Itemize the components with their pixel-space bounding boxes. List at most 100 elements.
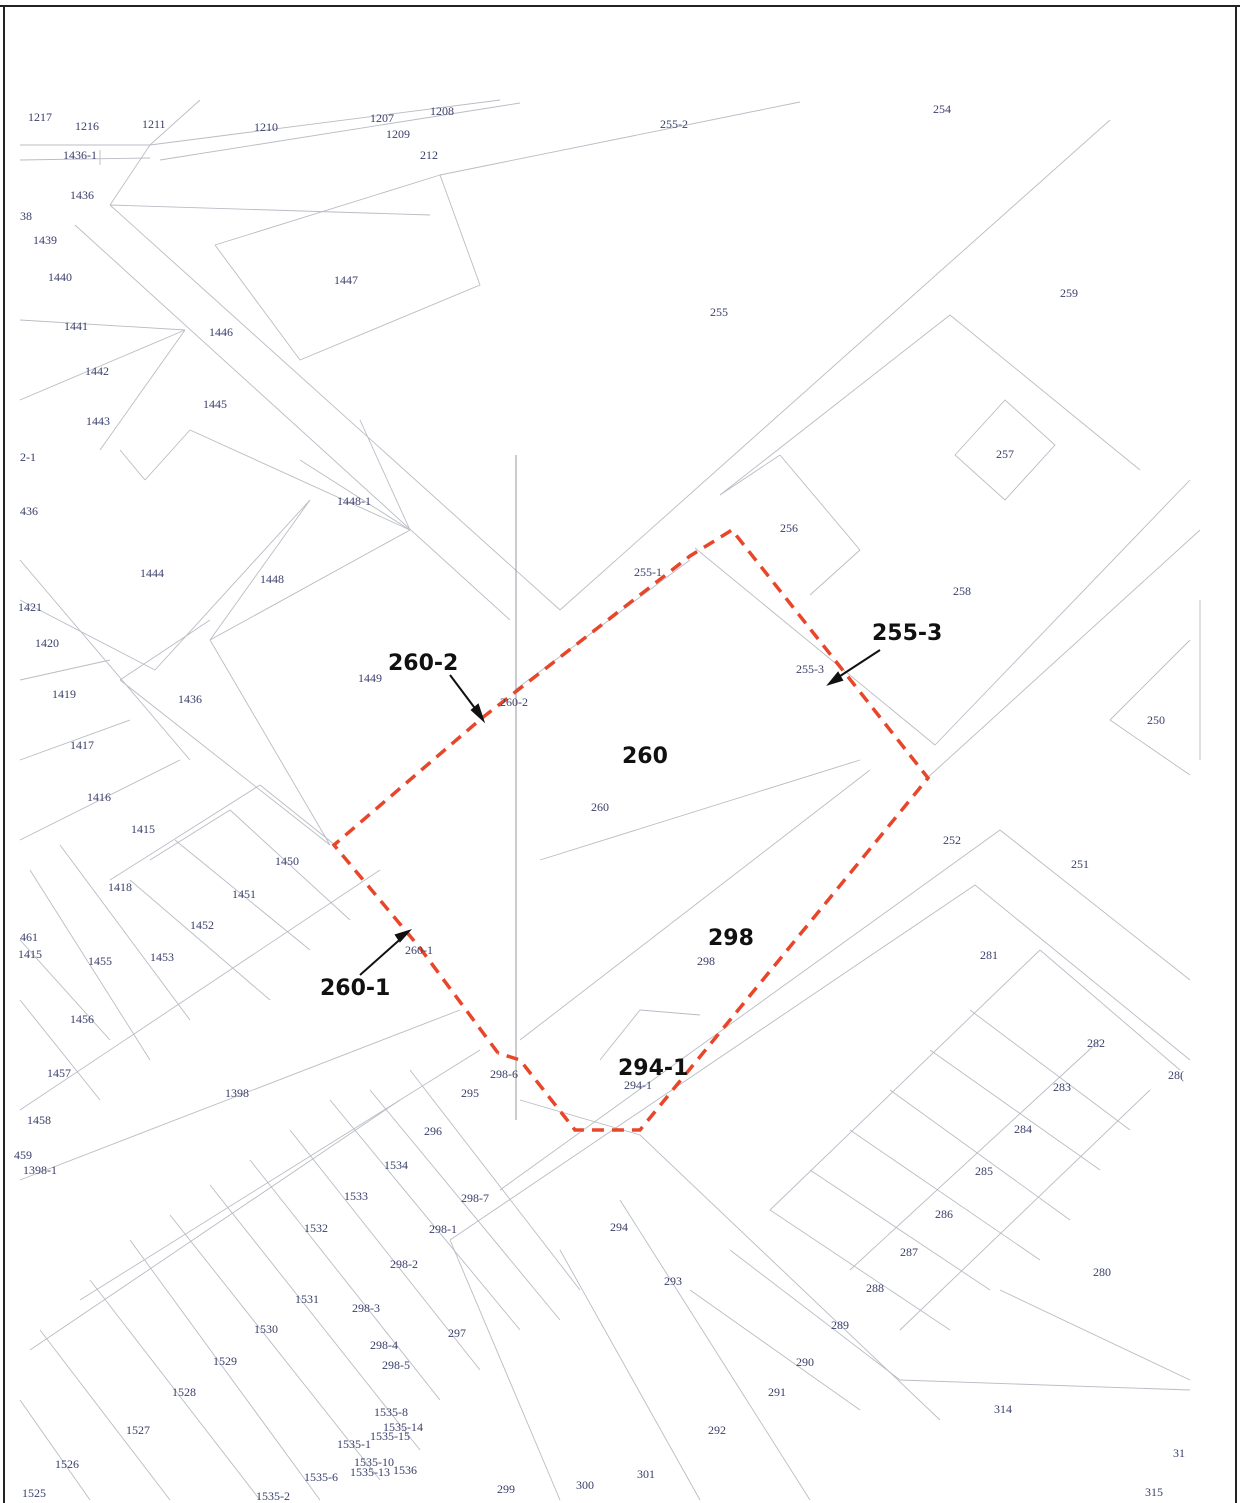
parcel-label: 254 — [933, 102, 951, 116]
parcel-label: 296 — [424, 1124, 442, 1138]
parcel-label: 284 — [1014, 1122, 1032, 1136]
parcel-label: 1535-1 — [337, 1437, 371, 1451]
parcel-label: 1527 — [126, 1423, 150, 1437]
parcel-label: 1416 — [87, 790, 111, 804]
callout-arrows — [359, 649, 881, 976]
parcel-label: 260 — [591, 800, 609, 814]
parcel-label: 31 — [1173, 1446, 1185, 1460]
parcel-label: 1211 — [142, 117, 166, 131]
parcel-label: 461 — [20, 930, 38, 944]
parcel-label: 281 — [980, 948, 998, 962]
parcel-label: 1449 — [358, 671, 382, 685]
parcel-label: 282 — [1087, 1036, 1105, 1050]
parcel-label: 1448-1 — [337, 494, 371, 508]
callout-260: 260 — [622, 744, 668, 769]
callout-260-2: 260-2 — [388, 651, 458, 676]
parcel-label: 301 — [637, 1467, 655, 1481]
callout-260-1: 260-1 — [320, 976, 390, 1001]
parcel-label: 291 — [768, 1385, 786, 1399]
parcel-label: 1398 — [225, 1086, 249, 1100]
parcel-label: 1207 — [370, 111, 394, 125]
parcel-label: 280 — [1093, 1265, 1111, 1279]
parcel-label: 1529 — [213, 1354, 237, 1368]
parcel-label: 288 — [866, 1281, 884, 1295]
parcel-label: 259 — [1060, 286, 1078, 300]
parcel-label: 300 — [576, 1478, 594, 1492]
parcel-label: 298-2 — [390, 1257, 418, 1271]
parcel-label: 287 — [900, 1245, 918, 1259]
parcel-label: 212 — [420, 148, 438, 162]
parcel-label: 294 — [610, 1220, 628, 1234]
parcel-label: 1535-13 — [350, 1465, 390, 1479]
parcel-label: 1457 — [47, 1066, 71, 1080]
parcel-label: 1446 — [209, 325, 233, 339]
parcel-label: 1445 — [203, 397, 227, 411]
parcel-label: 283 — [1053, 1080, 1071, 1094]
parcel-label: 1535-2 — [256, 1489, 290, 1503]
parcel-label: 255-2 — [660, 117, 688, 131]
parcel-label: 255-3 — [796, 662, 824, 676]
parcel-label: 315 — [1145, 1485, 1163, 1499]
parcel-label: 294-1 — [624, 1078, 652, 1092]
parcel-label: 1451 — [232, 887, 256, 901]
map-frame-border — [0, 5, 1240, 1503]
parcel-label: 1455 — [88, 954, 112, 968]
parcel-label: 1436-1 — [63, 148, 97, 162]
parcel-label: 256 — [780, 521, 798, 535]
parcel-label: 1436 — [70, 188, 94, 202]
parcel-label: 299 — [497, 1482, 515, 1496]
parcel-label: 297 — [448, 1326, 466, 1340]
callout-labels: 260 260-2 255-3 260-1 298 294-1 — [320, 621, 942, 1081]
callout-294-1: 294-1 — [618, 1056, 688, 1081]
parcel-label: 1535-14 — [383, 1420, 423, 1434]
parcel-label: 290 — [796, 1355, 814, 1369]
parcel-label: 38 — [20, 209, 32, 223]
parcel-label: 298-7 — [461, 1191, 489, 1205]
parcel-label: 1535-15 — [370, 1429, 410, 1443]
parcel-label: 251 — [1071, 857, 1089, 871]
parcel-label: 314 — [994, 1402, 1012, 1416]
parcel-label: 1440 — [48, 270, 72, 284]
parcel-label: 292 — [708, 1423, 726, 1437]
parcel-label: 1444 — [140, 566, 164, 580]
parcel-label: 1535-6 — [304, 1470, 338, 1484]
parcel-label: 2-1 — [20, 450, 36, 464]
parcel-label: 1525 — [22, 1486, 46, 1500]
parcel-label: 28( — [1168, 1068, 1184, 1082]
parcel-label: 1443 — [86, 414, 110, 428]
parcel-label: 250 — [1147, 713, 1165, 727]
parcel-label: 1458 — [27, 1113, 51, 1127]
parcel-label: 1217 — [28, 110, 52, 124]
parcel-label: 1398-1 — [23, 1163, 57, 1177]
parcel-label: 1453 — [150, 950, 174, 964]
callout-255-3: 255-3 — [872, 621, 942, 646]
parcel-label: 293 — [664, 1274, 682, 1288]
parcel-label: 1526 — [55, 1457, 79, 1471]
parcel-label: 459 — [14, 1148, 32, 1162]
parcel-label: 298-4 — [370, 1338, 398, 1352]
parcel-label: 1528 — [172, 1385, 196, 1399]
parcel-label: 1441 — [64, 319, 88, 333]
parcel-label: 289 — [831, 1318, 849, 1332]
parcel-label: 1415 — [18, 947, 42, 961]
parcel-label: 1442 — [85, 364, 109, 378]
parcel-label: 1208 — [430, 104, 454, 118]
parcel-label: 295 — [461, 1086, 479, 1100]
parcel-label: 260-1 — [405, 943, 433, 957]
parcel-label: 252 — [943, 833, 961, 847]
parcel-label: 257 — [996, 447, 1014, 461]
parcel-lines — [19, 99, 1201, 1501]
parcel-label: 298-1 — [429, 1222, 457, 1236]
callout-298: 298 — [708, 926, 754, 951]
parcel-label: 1418 — [108, 880, 132, 894]
parcel-label: 1533 — [344, 1189, 368, 1203]
parcel-label: 436 — [20, 504, 38, 518]
parcel-label: 1535-8 — [374, 1405, 408, 1419]
parcel-label: 1530 — [254, 1322, 278, 1336]
parcel-label: 1532 — [304, 1221, 328, 1235]
parcel-label: 1439 — [33, 233, 57, 247]
parcel-label: 1417 — [70, 738, 94, 752]
parcel-label: 1415 — [131, 822, 155, 836]
parcel-label: 1210 — [254, 120, 278, 134]
